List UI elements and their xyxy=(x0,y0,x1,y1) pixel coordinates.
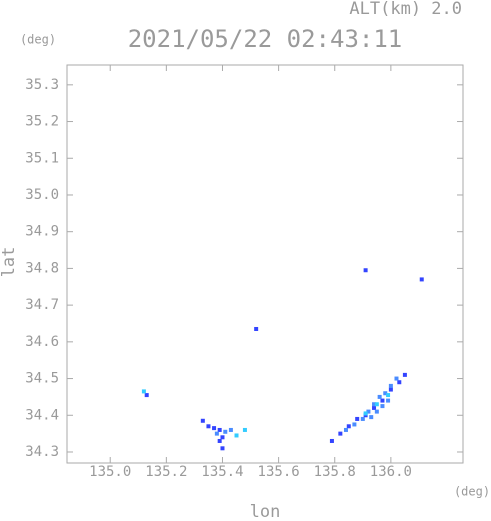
echo-point xyxy=(388,383,393,388)
y-tick-label: 35.3 xyxy=(25,77,59,93)
y-axis-label: lat xyxy=(0,247,19,278)
echo-point xyxy=(363,268,368,273)
y-tick-label: 34.7 xyxy=(25,297,59,313)
echo-point xyxy=(329,438,334,443)
echo-point xyxy=(374,409,379,414)
echo-point xyxy=(144,393,149,398)
echo-point xyxy=(374,402,379,407)
echo-point xyxy=(397,380,402,385)
echo-point xyxy=(220,435,225,440)
y-tick-label: 34.5 xyxy=(25,371,59,387)
x-axis-label: lon xyxy=(250,502,281,521)
echo-point xyxy=(212,426,217,431)
echo-point xyxy=(363,411,368,416)
x-unit: (deg) xyxy=(454,485,490,499)
echo-point xyxy=(366,409,371,414)
echo-point xyxy=(254,326,259,331)
echo-point xyxy=(217,427,222,432)
echo-point xyxy=(355,416,360,421)
echo-point xyxy=(372,405,377,410)
echo-point xyxy=(242,427,247,432)
x-tick-label: 135.6 xyxy=(258,464,300,480)
y-tick-label: 35.2 xyxy=(25,114,59,130)
y-tick-label: 34.4 xyxy=(25,407,59,423)
echo-point xyxy=(228,427,233,432)
echo-point xyxy=(386,393,391,398)
altitude-label: ALT(km) 2.0 xyxy=(349,0,462,19)
echo-point xyxy=(214,431,219,436)
echo-point xyxy=(234,433,239,438)
y-tick-label: 35.1 xyxy=(25,150,59,166)
x-tick-label: 135.4 xyxy=(201,464,243,480)
echo-point xyxy=(419,277,424,282)
y-tick-label: 35.0 xyxy=(25,187,59,203)
y-tick-label: 34.6 xyxy=(25,334,59,350)
echo-point xyxy=(141,389,146,394)
echo-point xyxy=(402,372,407,377)
echo-point xyxy=(223,429,228,434)
x-tick-label: 135.8 xyxy=(314,464,356,480)
echo-point xyxy=(394,376,399,381)
echo-point xyxy=(343,427,348,432)
echo-point xyxy=(206,424,211,429)
y-unit: (deg) xyxy=(20,33,56,47)
echo-point xyxy=(220,446,225,451)
echo-point xyxy=(338,431,343,436)
echo-point xyxy=(352,422,357,427)
y-tick-label: 34.3 xyxy=(25,444,59,460)
plot-frame xyxy=(66,64,464,464)
echo-point xyxy=(380,398,385,403)
echo-point xyxy=(377,394,382,399)
echo-point xyxy=(386,398,391,403)
echo-point xyxy=(346,424,351,429)
chart-title: 2021/05/22 02:43:11 xyxy=(128,25,403,53)
echo-point xyxy=(388,387,393,392)
x-tick-label: 136.0 xyxy=(370,464,412,480)
y-tick-label: 34.8 xyxy=(25,260,59,276)
echo-point xyxy=(217,438,222,443)
echo-point xyxy=(372,402,377,407)
echo-point xyxy=(369,415,374,420)
echo-point xyxy=(200,418,205,423)
echo-point xyxy=(380,404,385,409)
y-tick-label: 34.9 xyxy=(25,224,59,240)
echo-point xyxy=(383,391,388,396)
x-tick-label: 135.0 xyxy=(89,464,131,480)
echo-point xyxy=(360,416,365,421)
x-tick-label: 135.2 xyxy=(145,464,187,480)
